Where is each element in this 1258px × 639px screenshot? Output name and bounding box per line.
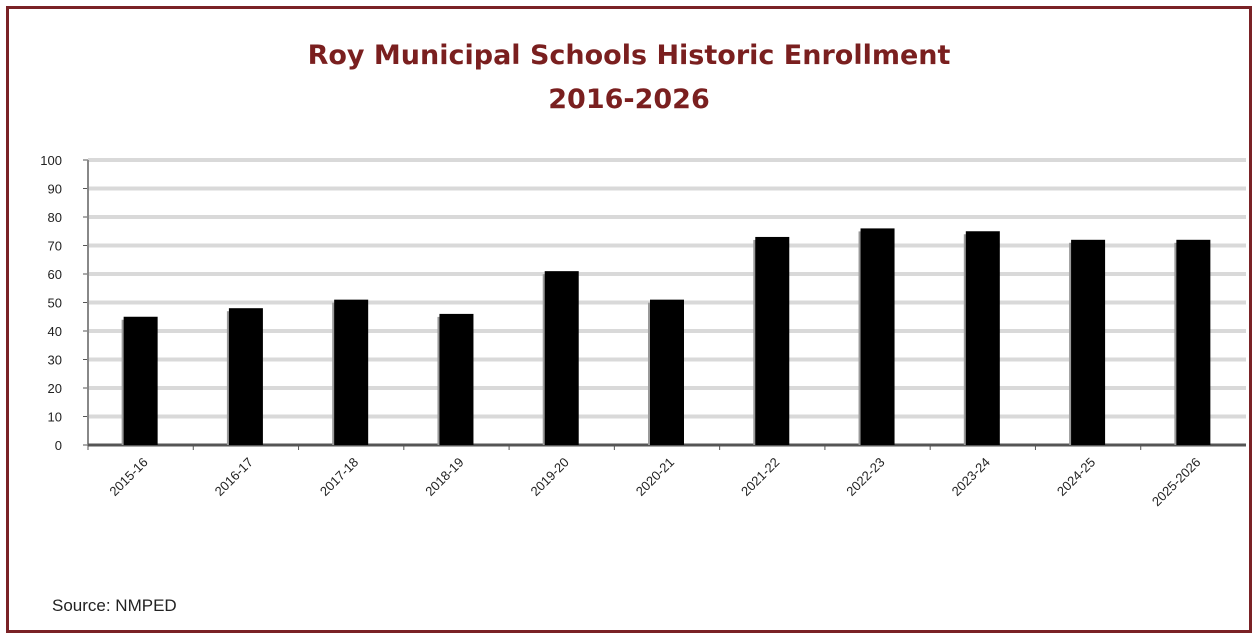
y-tick-label: 40 (48, 324, 62, 339)
y-axis-ticks: 0 10 20 30 40 50 60 70 80 90 100 (40, 153, 62, 453)
bar (123, 316, 158, 445)
x-tick-label: 2022-23 (843, 455, 887, 499)
bar (439, 313, 474, 445)
y-tick-label: 0 (55, 438, 62, 453)
x-tick-label: 2015-16 (106, 455, 150, 499)
y-tick-label: 20 (48, 381, 62, 396)
bar (228, 308, 263, 445)
y-tick-label: 10 (48, 410, 62, 425)
bar (334, 299, 369, 445)
y-tick-label: 30 (48, 353, 62, 368)
bar (860, 228, 895, 445)
y-tick-label: 70 (48, 239, 62, 254)
bar (965, 231, 1000, 445)
x-tick-label: 2017-18 (317, 455, 361, 499)
y-tick-label: 80 (48, 210, 62, 225)
x-tick-label: 2016-17 (212, 455, 256, 499)
bar (755, 236, 790, 445)
source-note: Source: NMPED (52, 596, 177, 615)
x-tick-label: 2020-21 (633, 455, 677, 499)
bars (121, 228, 1211, 445)
bar (544, 271, 579, 445)
bar (650, 299, 684, 445)
chart-subtitle: 2016-2026 (548, 84, 710, 115)
bar (1071, 239, 1106, 445)
y-tick-label: 90 (48, 182, 62, 197)
y-tick-label: 50 (48, 296, 62, 311)
y-tick-label: 100 (40, 153, 62, 168)
x-tick-label: 2018-19 (422, 455, 466, 499)
y-tick-label: 60 (48, 267, 62, 282)
x-tick-label: 2025-2026 (1149, 455, 1204, 510)
x-tick-label: 2023-24 (949, 455, 993, 499)
x-tick-label: 2019-20 (527, 455, 571, 499)
x-tick-label: 2021-22 (738, 455, 782, 499)
x-axis-ticks: 2015-16 2016-17 2017-18 2018-19 2019-20 2020-… (106, 455, 1203, 510)
chart-title: Roy Municipal Schools Historic Enrollmen… (307, 40, 951, 71)
chart-frame (6, 6, 1252, 633)
bar (1176, 239, 1211, 445)
x-tick-label: 2024-25 (1054, 455, 1098, 499)
